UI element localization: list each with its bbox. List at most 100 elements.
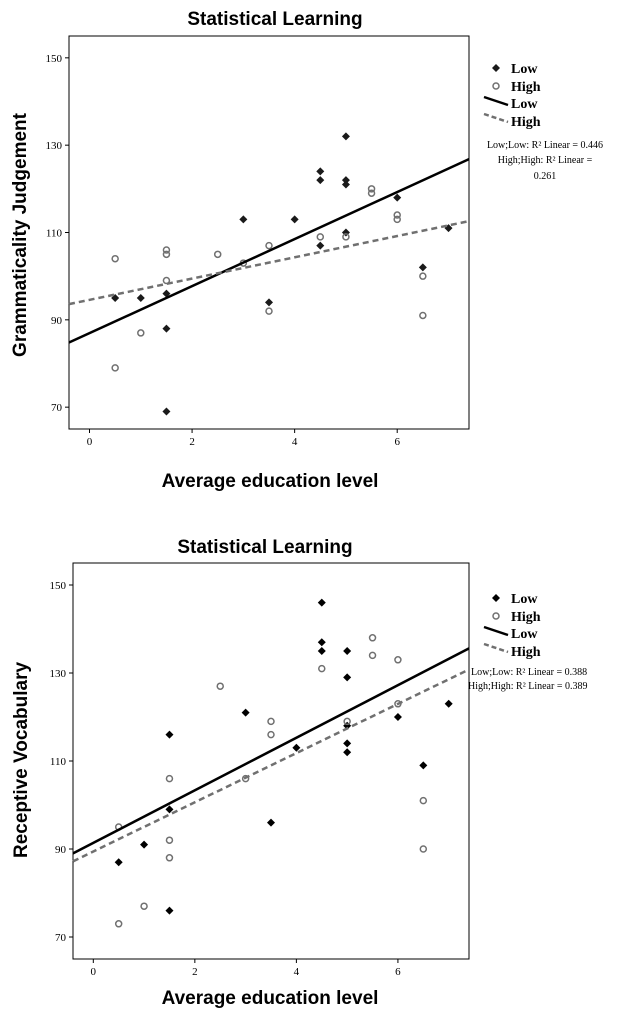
data-point-high [165,836,174,844]
chart-title: Statistical Learning [187,9,362,30]
y-tick-label: 110 [46,228,63,240]
legend-label-high-fit: High [511,115,541,130]
data-point-high [343,717,351,726]
data-point-low [239,215,248,224]
y-tick-label: 150 [46,53,63,65]
data-point-low [343,673,352,682]
x-tick-label: 4 [292,436,298,448]
data-point-low [341,132,350,141]
y-tick-label: 130 [46,140,63,152]
r2-annotation-line1: Low;Low: R² Linear = 0.446 [487,140,603,151]
fit-lines [68,158,470,344]
plot-frame [68,35,470,430]
data-point-high [213,250,222,259]
data-point-low [341,176,350,185]
data-point-low [165,730,174,739]
data-point-high [216,682,224,690]
legend-label-high-fit: High [511,645,541,660]
data-point-low [316,241,325,250]
data-point-low [343,647,352,655]
data-point-low [241,708,250,717]
data-point-low [165,906,174,915]
x-axis-label: Average education level [162,471,379,492]
legend-circle-marker [492,612,500,620]
legend-diamond-marker [492,594,500,602]
y-tick-label: 90 [51,315,63,327]
fit-line-low [72,647,470,855]
data-point-high [368,634,377,642]
data-point-low [165,805,174,814]
y-tick-label: 70 [51,402,63,414]
data-point-high [367,189,376,197]
data-point-low [162,407,171,416]
data-point-low [317,647,326,655]
r2-annotation-line2: High;High: R² Linear = 0.389 [468,681,587,692]
data-point-low [419,761,428,770]
data-point-low [343,748,352,757]
data-point-high [162,276,171,285]
data-point-low [316,167,325,176]
legend-label-low: Low [511,592,538,607]
data-point-high [265,307,273,315]
data-point-high [265,241,273,250]
legend: Low High Low High Low;Low: R² Linear = 0… [483,62,603,182]
data-point-high [267,730,275,739]
chart-title: Statistical Learning [177,537,352,558]
legend-label-low-fit: Low [511,97,538,112]
data-point-low [162,324,171,333]
data-point-low [343,739,352,748]
legend-solid-line [483,625,509,637]
data-point-high [165,854,174,862]
data-point-high [393,215,401,224]
data-point-low [265,298,273,307]
legend-label-low-fit: Low [511,627,538,642]
data-point-high [114,920,123,928]
x-axis-label: Average education level [162,988,379,1009]
x-tick-label: 0 [91,966,97,978]
data-point-high [393,211,401,219]
legend-dashed-line [483,112,509,124]
legend-circle-marker [492,82,500,90]
x-tick-label: 2 [192,966,198,978]
data-point-high [318,664,326,673]
data-point-low [140,840,149,849]
data-point-high [419,845,428,853]
fit-line-high [72,668,470,863]
x-tick-label: 4 [294,966,300,978]
legend: Low High Low High Low;Low: R² Linear = 0… [468,592,587,692]
fit-lines [72,647,470,863]
x-tick-label: 6 [394,436,400,448]
y-tick-label: 150 [50,580,67,592]
data-point-low [136,294,145,302]
data-point-low [316,176,325,185]
data-point-low [393,193,402,202]
data-point-high [162,246,171,254]
legend-dashed-line [483,642,509,654]
data-point-high [394,656,402,664]
data-point-high [111,364,119,372]
data-point-low [341,180,350,189]
data-point-low [444,699,453,708]
r2-annotation-line1: Low;Low: R² Linear = 0.388 [471,667,587,678]
data-point-high [267,717,275,726]
data-point-high [162,250,171,259]
data-point-low [114,858,123,867]
plot-frame [72,562,470,960]
data-point-low [393,713,402,721]
data-point-high [419,311,427,320]
data-point-low [418,263,427,272]
data-point-high [137,329,145,337]
data-point-low [290,215,299,224]
x-tick-label: 2 [189,436,195,448]
data-point-low [317,598,326,607]
r2-annotation-line2: High;High: R² Linear = [498,155,593,166]
data-point-low [267,818,275,827]
data-point-high [316,233,325,241]
axis-ticks: 0 2 4 6 70 90 110 130 150 [50,580,402,978]
axis-ticks: 0 2 4 6 70 90 110 130 150 [46,53,401,448]
y-tick-label: 130 [50,668,67,680]
y-axis-label: Receptive Vocabulary [11,662,32,859]
y-tick-label: 70 [55,932,67,944]
chart-grammaticality: Statistical Learning Grammaticality Judg… [10,9,603,492]
